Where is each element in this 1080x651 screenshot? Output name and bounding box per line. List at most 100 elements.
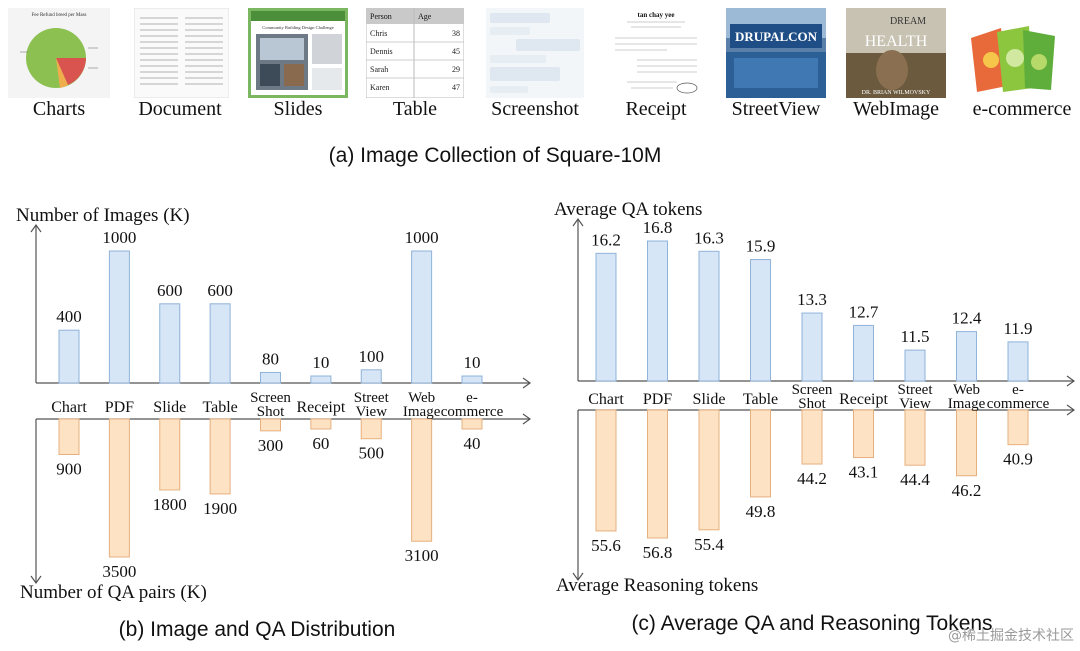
bar-down — [411, 418, 433, 542]
thumb-table-cell: Sarah — [370, 65, 388, 74]
bar-down — [461, 418, 483, 430]
data-label-down: 44.4 — [900, 470, 930, 489]
data-label-up: 400 — [56, 307, 82, 326]
data-label-down: 500 — [359, 444, 385, 463]
bar-down — [698, 409, 720, 531]
bar-up — [108, 250, 130, 384]
bar-up — [698, 250, 720, 382]
data-label-up: 11.9 — [1003, 319, 1032, 338]
bar-up — [853, 324, 874, 382]
bar-down — [209, 418, 231, 495]
streetview-thumbnail: DRUPALCON — [726, 8, 826, 98]
data-label-up: 16.3 — [694, 228, 724, 247]
bar-down — [956, 409, 977, 477]
thumb-table-cell: 47 — [452, 83, 460, 92]
webimage-thumbnail: DREAM HEALTH DR. BRIAN WILMOVSKY — [846, 8, 946, 98]
charts-thumbnail: Fee Refund breed per Mass — [8, 8, 110, 98]
category-label: Street View — [898, 382, 934, 412]
table-thumbnail: Person Age Chris 38 Dennis 45 Sarah 29 K… — [366, 8, 464, 98]
thumb-table-cell: 29 — [452, 65, 460, 74]
chart-image-qa-distribution: Number of Images (K) Number of QA pairs (… — [16, 205, 532, 603]
caption-c: (c) Average QA and Reasoning Tokens — [631, 612, 993, 635]
document-thumbnail — [134, 8, 229, 98]
thumb-table-header-person: Person — [370, 12, 392, 21]
data-label-up: 15.9 — [746, 237, 776, 256]
data-label-up: 11.5 — [900, 327, 929, 346]
bar-down — [260, 418, 281, 432]
screenshot-thumbnail — [486, 8, 584, 98]
bar-up — [956, 331, 977, 382]
bar-up — [647, 240, 668, 382]
bar-down — [853, 409, 874, 459]
category-label: Web Image — [948, 382, 986, 412]
bar-down — [310, 418, 332, 430]
category-label: Receipt — [296, 399, 345, 416]
bar-up — [595, 252, 617, 382]
bar-down — [58, 418, 80, 455]
product-bags-icon — [963, 8, 1063, 98]
category-label: Screen Shot — [250, 390, 291, 420]
series-title-up: Average QA tokens — [554, 199, 702, 220]
thumb-label-screenshot: Screenshot — [491, 98, 579, 120]
data-label-down: 1800 — [153, 495, 187, 514]
bar-down — [1007, 409, 1029, 446]
category-label: Slide — [153, 399, 186, 416]
data-label-down: 40 — [464, 434, 481, 453]
image-collection-strip: Fee Refund breed per Mass Charts — [0, 0, 1080, 130]
data-label-down: 55.4 — [694, 535, 724, 554]
caption-b: (b) Image and QA Distribution — [118, 618, 396, 641]
data-label-down: 40.9 — [1003, 450, 1033, 469]
thumb-label-receipt: Receipt — [625, 98, 687, 120]
arrow-down-icon — [572, 572, 584, 582]
data-label-down: 44.2 — [797, 469, 827, 488]
thumb-label-slides: Slides — [273, 98, 323, 120]
arrow-right-icon — [1066, 404, 1076, 416]
book-cover-icon: DREAM HEALTH DR. BRIAN WILMOVSKY — [846, 8, 946, 98]
arrow-right-icon — [1066, 375, 1076, 387]
bar-up — [310, 375, 332, 384]
series-title-down: Average Reasoning tokens — [556, 575, 758, 596]
data-label-up: 10 — [312, 353, 329, 372]
data-label-down: 3500 — [102, 562, 136, 581]
thumb-table-cell: Dennis — [370, 47, 393, 56]
thumb-label-charts: Charts — [32, 98, 86, 120]
category-label: Screen Shot — [792, 382, 833, 412]
category-label: Table — [743, 391, 778, 408]
data-label-down: 900 — [56, 459, 82, 478]
bar-down — [750, 409, 771, 498]
category-label: Street View — [354, 390, 390, 420]
arrow-up-icon — [30, 223, 42, 233]
data-label-up: 13.3 — [797, 290, 827, 309]
data-label-up: 600 — [157, 281, 183, 300]
receipt-icon: tan chay yee — [607, 8, 705, 98]
data-label-down: 46.2 — [952, 481, 982, 500]
category-label: Chart — [588, 391, 624, 408]
bar-up — [260, 371, 281, 384]
bar-down — [904, 409, 926, 466]
thumb-book-top: DREAM — [890, 16, 926, 27]
thumb-table-cell: Karen — [370, 83, 390, 92]
pie-chart-icon: Fee Refund breed per Mass — [8, 8, 110, 98]
thumb-table-cell: 45 — [452, 47, 460, 56]
slides-thumbnail: Community Building Design Challenge — [248, 8, 348, 98]
data-label-down: 1900 — [203, 499, 237, 518]
category-label: PDF — [105, 399, 134, 416]
table-icon: Person Age Chris 38 Dennis 45 Sarah 29 K… — [366, 8, 464, 98]
bar-down — [360, 418, 382, 440]
arrow-right-icon — [522, 413, 532, 425]
street-view-icon: DRUPALCON — [726, 8, 826, 98]
category-label: Table — [202, 399, 237, 416]
bar-down — [159, 418, 181, 491]
data-label-up: 12.4 — [952, 309, 982, 328]
data-label-up: 12.7 — [849, 302, 879, 321]
data-label-up: 16.8 — [643, 218, 673, 237]
category-label: Web Image — [403, 390, 441, 420]
data-label-up: 1000 — [405, 228, 439, 247]
thumb-label-document: Document — [138, 98, 222, 120]
data-label-down: 49.8 — [746, 502, 776, 521]
data-label-down: 60 — [312, 434, 329, 453]
slides-icon: Community Building Design Challenge — [248, 8, 348, 98]
bar-up — [411, 250, 433, 384]
receipt-thumbnail: tan chay yee — [607, 8, 705, 98]
arrow-up-icon — [572, 217, 584, 227]
